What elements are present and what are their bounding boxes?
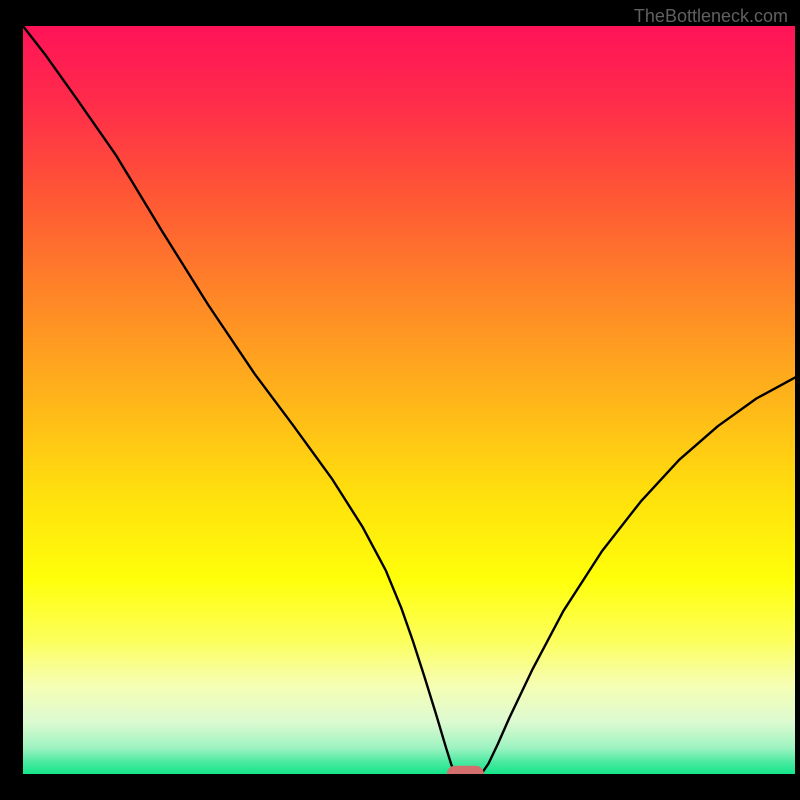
chart-svg (23, 26, 795, 774)
chart-frame: TheBottleneck.com (0, 0, 800, 800)
bottleneck-marker (447, 766, 483, 774)
chart-background (23, 26, 795, 774)
plot-area (23, 26, 795, 774)
attribution-text: TheBottleneck.com (634, 6, 788, 27)
